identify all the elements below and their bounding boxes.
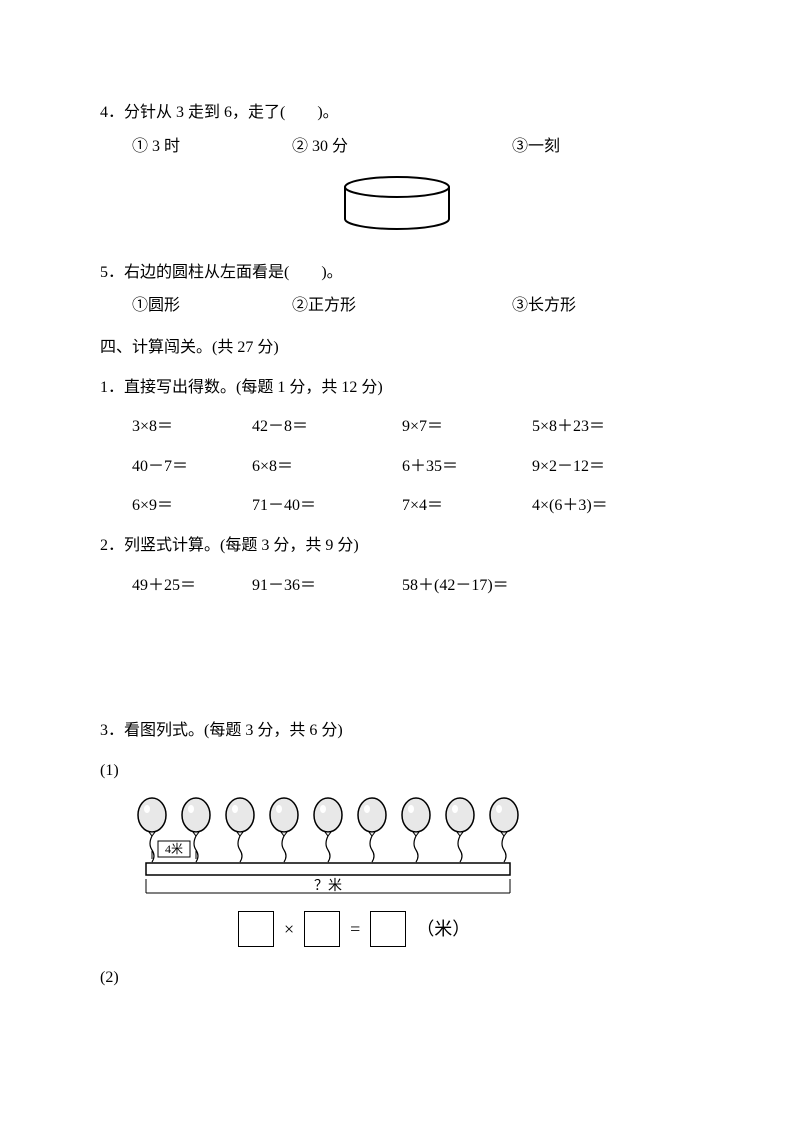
calc-grid: 3×8＝ 42－8＝ 9×7＝ 5×8＋23＝ 40－7＝ 6×8＝ 6＋35＝…: [100, 414, 693, 519]
question-4-number: 4．: [100, 104, 124, 121]
vcalc-1: 49＋25＝: [132, 573, 252, 599]
choice-4-1: ① 3 时: [132, 134, 292, 160]
subsection-2-header: 2．列竖式计算。(每题 3 分，共 9 分): [100, 533, 693, 559]
question-4-text: 4．分针从 3 走到 6，走了( )。: [100, 100, 693, 126]
choice-5-2: ②正方形: [292, 293, 512, 319]
cylinder-svg: [337, 175, 457, 231]
calc-3-1: 6×9＝: [132, 493, 252, 519]
section-4-header: 四、计算闯关。(共 27 分): [100, 335, 693, 361]
svg-text:？米: ？米: [314, 878, 342, 894]
calc-row-1: 3×8＝ 42－8＝ 9×7＝ 5×8＋23＝: [132, 414, 693, 440]
calc-1-1: 3×8＝: [132, 414, 252, 440]
vcalc-3: 58＋(42－17)＝: [402, 573, 509, 599]
calc-1-4: 5×8＋23＝: [532, 414, 605, 440]
calc-2-3: 6＋35＝: [402, 454, 532, 480]
sub3-item2-label: (2): [100, 965, 693, 991]
cylinder-figure: [100, 175, 693, 240]
question-5-number: 5．: [100, 264, 124, 281]
calc-2-4: 9×2－12＝: [532, 454, 605, 480]
subsection-3-header: 3．看图列式。(每题 3 分，共 6 分): [100, 718, 693, 744]
calc-2-2: 6×8＝: [252, 454, 402, 480]
question-4: 4．分针从 3 走到 6，走了( )。 ① 3 时 ② 30 分 ③一刻: [100, 100, 693, 159]
calc-3-3: 7×4＝: [402, 493, 532, 519]
balloon-figure: 4米 ？米 × = （米）: [100, 793, 693, 947]
choice-5-1: ①圆形: [132, 293, 292, 319]
vcalc-2: 91－36＝: [252, 573, 402, 599]
equation-unit: （米）: [416, 915, 470, 944]
question-5-text: 5．右边的圆柱从左面看是( )。: [100, 260, 693, 286]
calc-1-3: 9×7＝: [402, 414, 532, 440]
question-4-body: 分针从 3 走到 6，走了( )。: [124, 104, 339, 121]
choice-4-2: ② 30 分: [292, 134, 512, 160]
svg-text:4米: 4米: [165, 842, 183, 856]
subsection-2: 2．列竖式计算。(每题 3 分，共 9 分): [100, 533, 693, 559]
question-4-choices: ① 3 时 ② 30 分 ③一刻: [100, 134, 693, 160]
choice-4-3: ③一刻: [512, 134, 560, 160]
question-5-choices: ①圆形 ②正方形 ③长方形: [100, 293, 693, 319]
work-space: [100, 608, 693, 718]
equation-box-1[interactable]: [238, 911, 274, 947]
calc-row-2: 40－7＝ 6×8＝ 6＋35＝ 9×2－12＝: [132, 454, 693, 480]
subsection-3: 3．看图列式。(每题 3 分，共 6 分): [100, 718, 693, 744]
calc-row-3: 6×9＝ 71－40＝ 7×4＝ 4×(6＋3)＝: [132, 493, 693, 519]
sub3-item1-label: (1): [100, 758, 693, 784]
calc-1-2: 42－8＝: [252, 414, 402, 440]
equation-row: × = （米）: [128, 911, 693, 947]
choice-5-3: ③长方形: [512, 293, 576, 319]
question-5-body: 右边的圆柱从左面看是( )。: [124, 264, 343, 281]
equation-box-3[interactable]: [370, 911, 406, 947]
calc-2-1: 40－7＝: [132, 454, 252, 480]
equation-box-2[interactable]: [304, 911, 340, 947]
question-5: 5．右边的圆柱从左面看是( )。 ①圆形 ②正方形 ③长方形: [100, 260, 693, 319]
subsection-1-header: 1．直接写出得数。(每题 1 分，共 12 分): [100, 375, 693, 401]
op-mult: ×: [284, 915, 294, 944]
op-eq: =: [350, 915, 360, 944]
balloon-svg: 4米 ？米: [128, 793, 548, 903]
calc-3-2: 71－40＝: [252, 493, 402, 519]
subsection-1: 1．直接写出得数。(每题 1 分，共 12 分): [100, 375, 693, 401]
vertical-calc-row: 49＋25＝ 91－36＝ 58＋(42－17)＝: [100, 573, 693, 599]
calc-3-4: 4×(6＋3)＝: [532, 493, 608, 519]
